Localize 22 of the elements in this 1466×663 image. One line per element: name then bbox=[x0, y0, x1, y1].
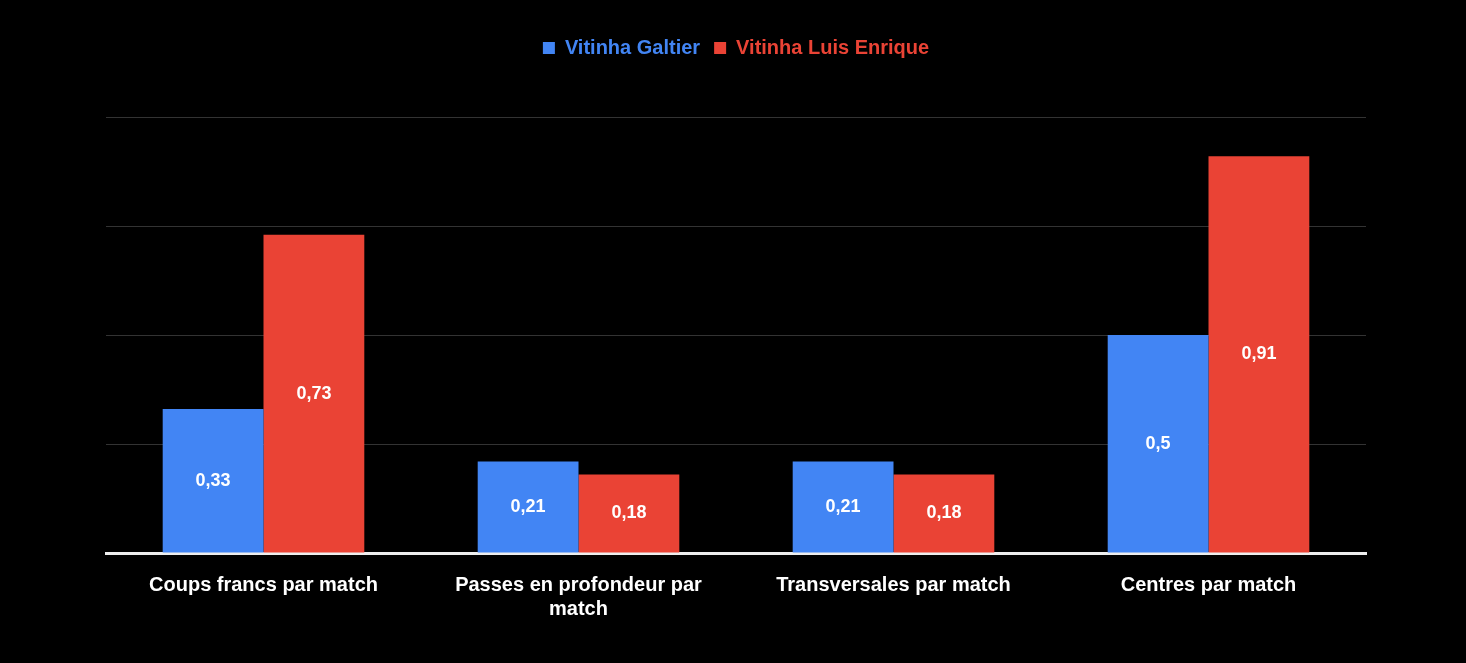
data-label: 0,33 bbox=[195, 469, 231, 490]
data-label: 0,18 bbox=[611, 502, 647, 523]
x-tick-label: Coups francs par match bbox=[149, 572, 378, 595]
data-label: 0,73 bbox=[296, 382, 332, 403]
data-label: 0,21 bbox=[510, 495, 546, 516]
bar bbox=[578, 474, 680, 553]
data-label: 0,18 bbox=[926, 502, 962, 523]
bar bbox=[1107, 335, 1209, 553]
x-tick-label: Centres par match bbox=[1120, 572, 1297, 595]
data-label: 0,21 bbox=[825, 495, 861, 516]
bar bbox=[1208, 156, 1310, 553]
data-label: 0,91 bbox=[1241, 343, 1277, 364]
x-tick-label: Passes en profondeur par match bbox=[455, 572, 703, 619]
bar bbox=[893, 474, 995, 553]
data-label: 0,5 bbox=[1145, 432, 1171, 453]
bar bbox=[792, 461, 894, 553]
x-tick-label: Transversales par match bbox=[776, 572, 1011, 595]
legend-label: Vitinha Galtier bbox=[564, 35, 701, 58]
bar bbox=[263, 234, 365, 553]
bar bbox=[162, 409, 264, 553]
bar bbox=[477, 461, 579, 553]
legend-label: Vitinha Luis Enrique bbox=[736, 35, 930, 58]
